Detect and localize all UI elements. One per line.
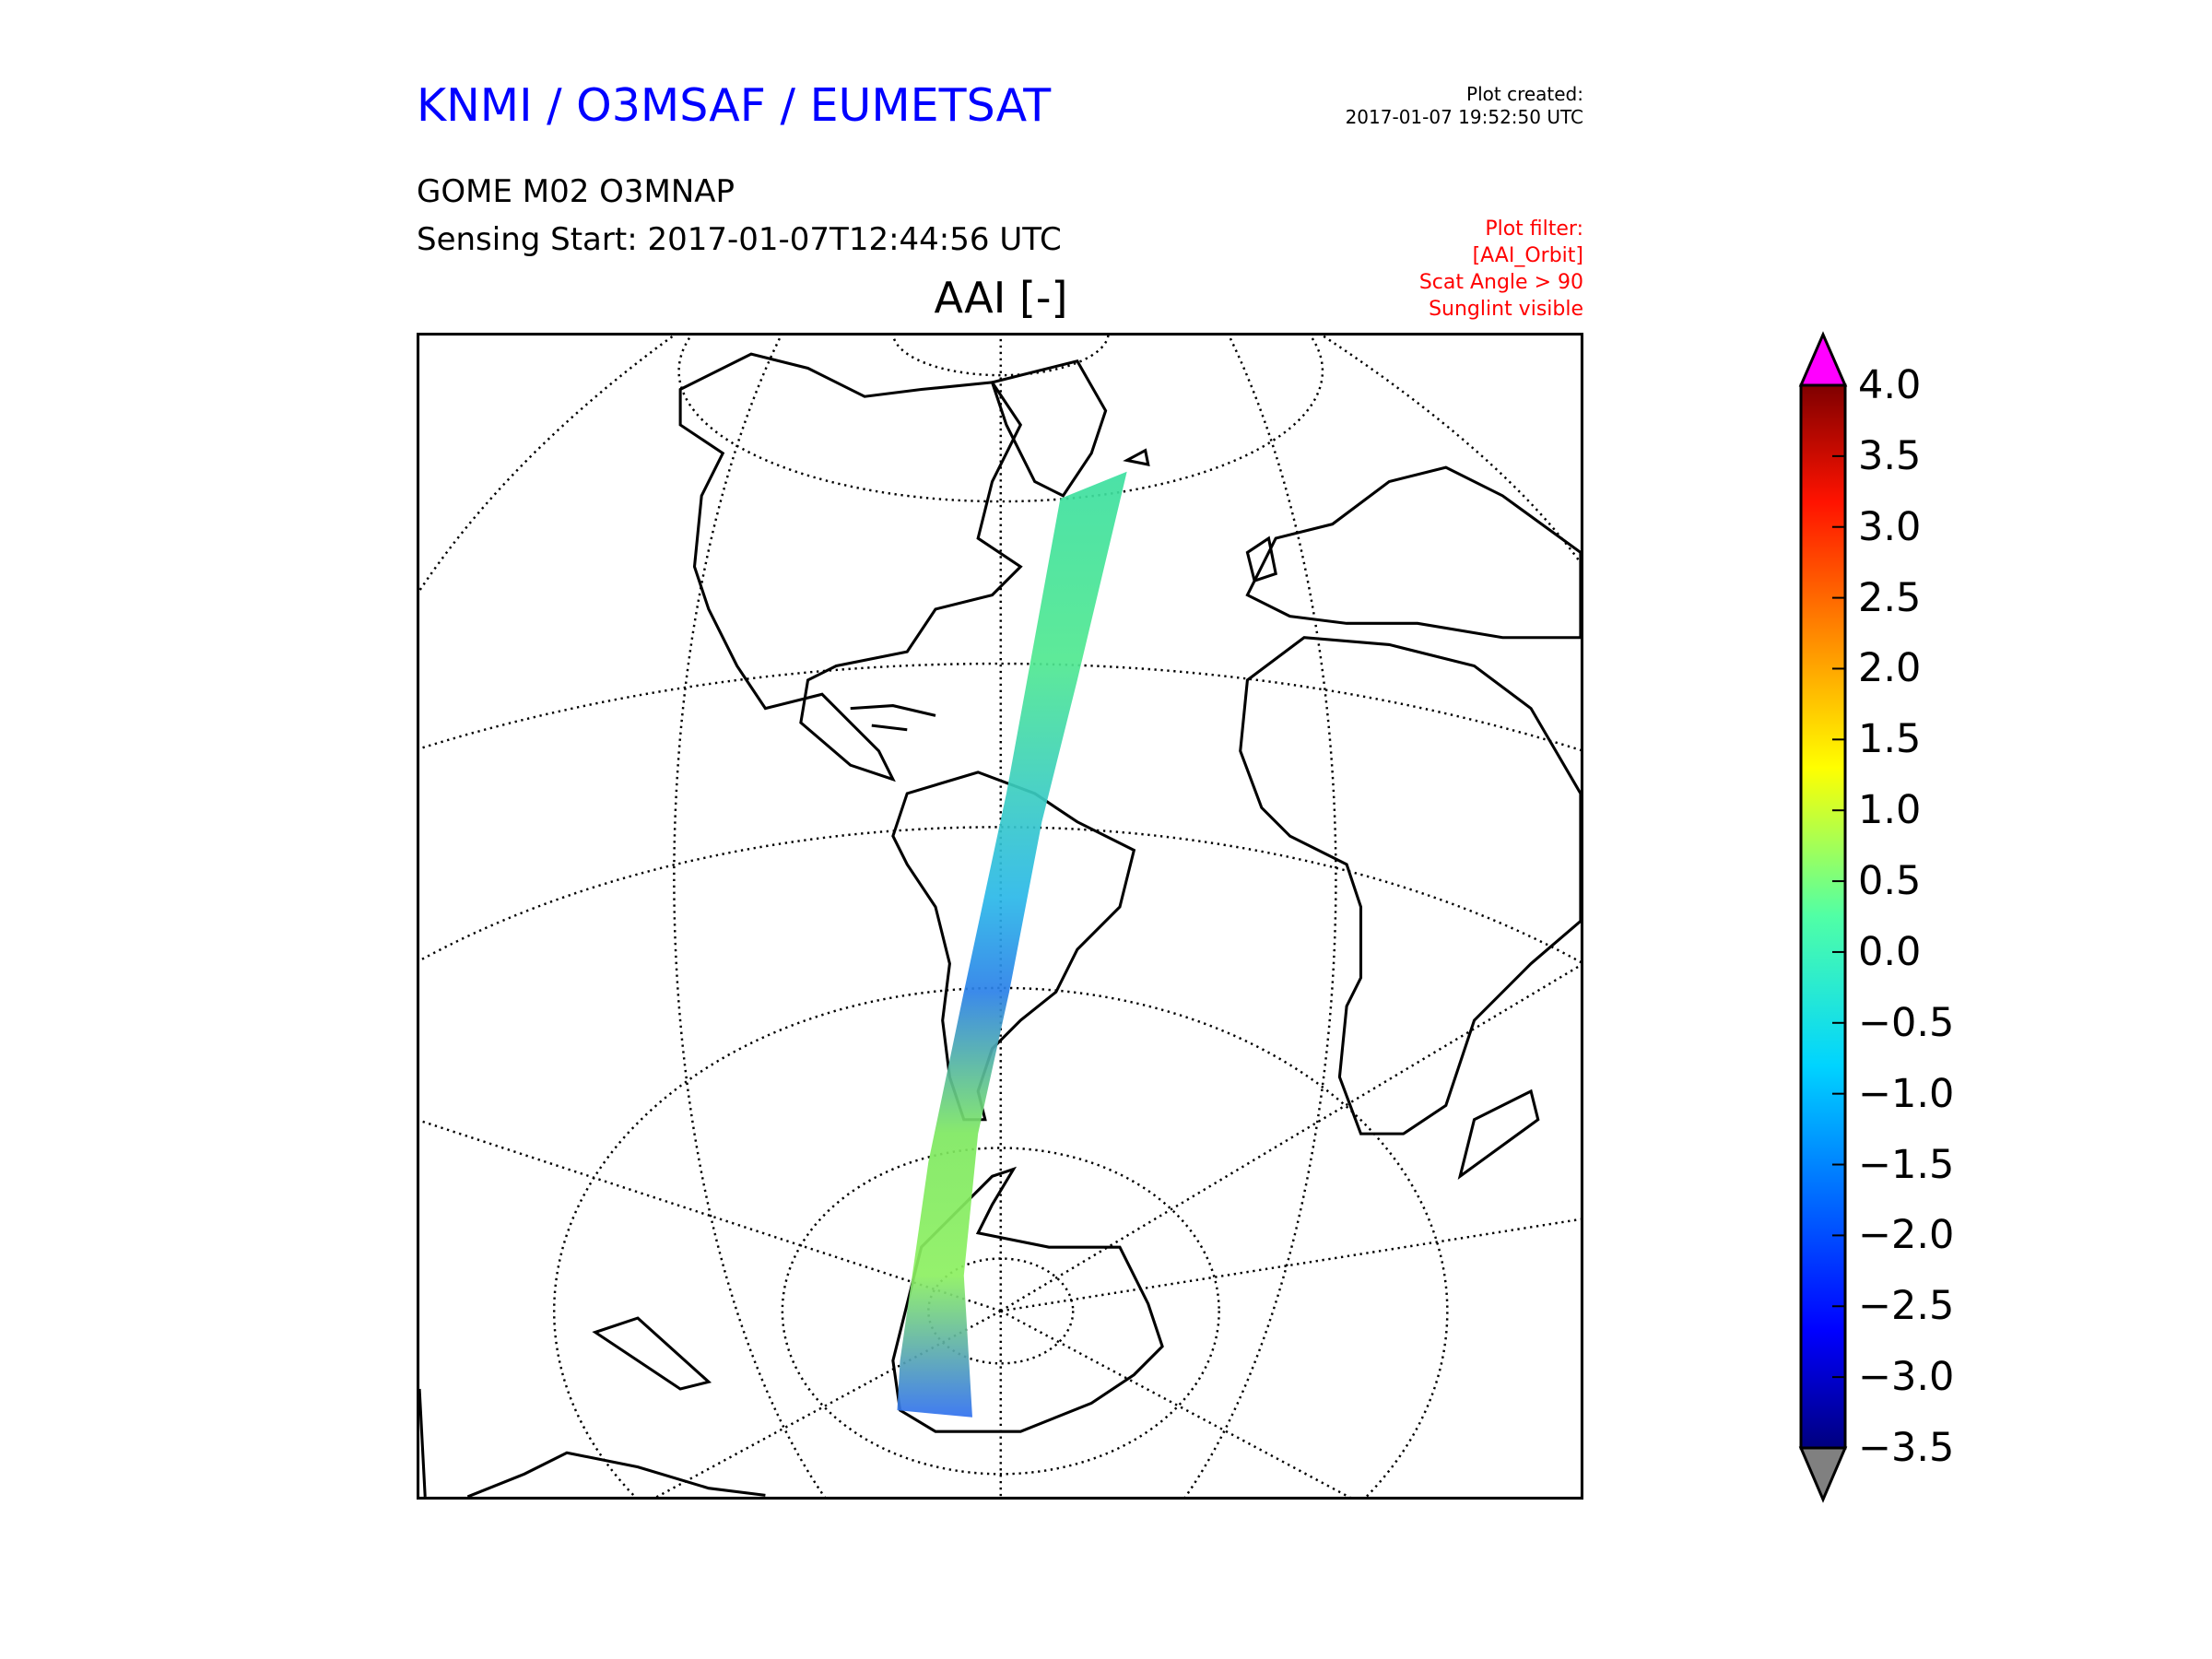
latitude-circle — [553, 986, 1449, 1500]
meridian — [1000, 1310, 1355, 1500]
colorbar-tick-label: 2.0 — [1858, 645, 1922, 692]
colorbar-tick-label: −3.0 — [1858, 1354, 1955, 1401]
colorbar-tick-label: 0.5 — [1858, 858, 1922, 905]
madagascar — [1457, 1088, 1540, 1181]
colorbar-tick-label: −2.0 — [1858, 1212, 1955, 1259]
product-name: GOME M02 O3MNAP — [417, 173, 735, 210]
colorbar-tick-label: 3.5 — [1858, 432, 1922, 479]
colorbar-tick-label: −2.5 — [1858, 1283, 1955, 1330]
meridian — [417, 333, 678, 596]
colorbar-tick-label: −3.5 — [1858, 1425, 1955, 1471]
colorbar-tick-label: 1.5 — [1858, 716, 1922, 763]
filter-line: Sunglint visible — [1429, 298, 1583, 321]
colorbar-gradient — [1799, 383, 1847, 1450]
colorbar-tick-label: −0.5 — [1858, 999, 1955, 1046]
colorbar-tick-label: 0.0 — [1858, 928, 1922, 975]
colorbar-tick-label: −1.0 — [1858, 1070, 1955, 1117]
iceland-uk — [1123, 448, 1277, 583]
colorbar-tick-label: 4.0 — [1858, 362, 1922, 408]
europe — [1245, 465, 1583, 640]
meridian — [1000, 962, 1583, 1312]
meridian — [1182, 333, 1337, 1500]
africa — [1239, 636, 1583, 1135]
latitude-circle — [417, 662, 1583, 752]
filter-line: Scat Angle > 90 — [1418, 271, 1583, 294]
colorbar-under-triangle — [1798, 1446, 1848, 1503]
coastlines — [418, 352, 1583, 1499]
new-zealand — [592, 1316, 712, 1391]
meridian — [651, 1310, 1002, 1500]
plot-filter: Plot filter: [AAI_Orbit] Scat Angle > 90… — [1419, 216, 1583, 323]
map-frame — [417, 333, 1583, 1500]
colorbar-over-triangle — [1798, 331, 1848, 387]
colorbar-tick-label: 2.5 — [1858, 574, 1922, 621]
graticule — [417, 333, 1583, 1500]
meridian — [1000, 1218, 1583, 1312]
australia — [418, 1388, 766, 1499]
caribbean — [850, 704, 936, 732]
antarctica — [891, 1166, 1164, 1433]
filter-line: Plot filter: — [1485, 218, 1583, 241]
colorbar-tick-label: −1.5 — [1858, 1141, 1955, 1188]
plot-created: Plot created: 2017-01-07 19:52:50 UTC — [1346, 83, 1583, 129]
sensing-start: Sensing Start: 2017-01-07T12:44:56 UTC — [417, 221, 1062, 258]
meridian — [673, 333, 828, 1500]
equator — [417, 826, 1583, 965]
colorbar-tick-label: 1.0 — [1858, 787, 1922, 834]
organization-title: KNMI / O3MSAF / EUMETSAT — [417, 79, 1052, 132]
colorbar-tick-label: 3.0 — [1858, 503, 1922, 550]
filter-line: [AAI_Orbit] — [1472, 244, 1583, 267]
orbit-swath — [897, 471, 1127, 1418]
meridian — [1317, 333, 1583, 568]
plot-created-value: 2017-01-07 19:52:50 UTC — [1345, 106, 1583, 128]
latitude-circle — [891, 333, 1110, 377]
chart-title: AAI [-] — [934, 273, 1068, 323]
meridian — [417, 1118, 1002, 1312]
plot-created-label: Plot created: — [1466, 83, 1583, 105]
map-plot — [417, 333, 1583, 1500]
colorbar — [1798, 331, 1848, 1503]
north-america — [678, 352, 1023, 782]
greenland — [990, 359, 1108, 498]
